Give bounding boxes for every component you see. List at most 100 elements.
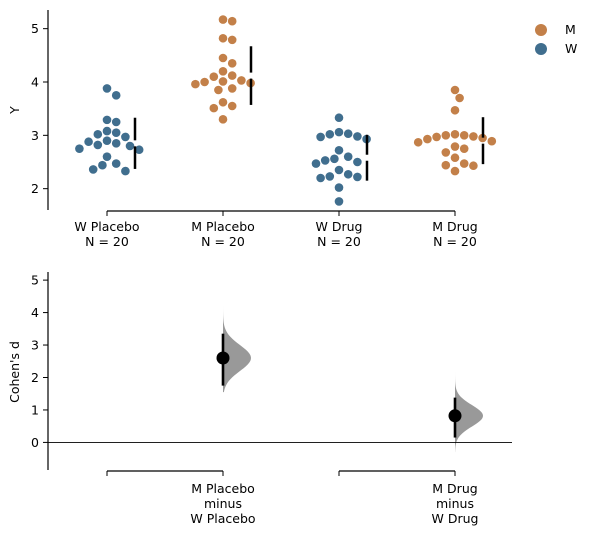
swarm-point <box>450 129 460 139</box>
swarm-point <box>98 160 107 170</box>
swarm-point <box>450 142 460 151</box>
swarm-point <box>218 15 228 24</box>
legend-marker-w <box>535 43 547 55</box>
x-tick-label: M Drug <box>432 219 477 234</box>
comparison-label: M Placebo <box>191 481 255 496</box>
swarm-point <box>459 131 469 140</box>
bottom-y-axis-title: Cohen's d <box>7 341 22 403</box>
swarm-point <box>450 153 460 163</box>
swarm-point <box>343 152 353 161</box>
swarm-point <box>102 126 112 136</box>
swarm-point <box>227 71 237 80</box>
effect-size-point <box>216 351 230 365</box>
swarm-point <box>111 91 121 100</box>
swarm-point <box>218 53 228 63</box>
x-tick-label: N = 20 <box>317 234 361 249</box>
effect-markers <box>216 333 462 438</box>
swarm-point <box>111 128 121 137</box>
swarm-point <box>413 137 423 147</box>
legend: M W <box>535 22 577 56</box>
swarm-point <box>214 85 223 95</box>
swarm-point <box>209 103 219 113</box>
swarm-point <box>334 113 344 123</box>
swarm-point <box>330 154 339 164</box>
swarm-point <box>93 129 103 139</box>
swarm-point <box>450 166 460 176</box>
top-y-axis-title: Y <box>7 106 22 115</box>
swarm-point <box>316 173 325 183</box>
comparison-label: minus <box>436 496 474 511</box>
swarm-point <box>459 144 469 153</box>
swarm-point <box>325 129 335 139</box>
swarm-point <box>218 67 228 76</box>
swarm-point <box>102 84 112 93</box>
swarm-point <box>75 144 84 153</box>
swarm-point <box>343 129 353 139</box>
swarm-point <box>218 97 228 107</box>
y-tick-label: 5 <box>31 273 39 288</box>
swarm-point <box>111 117 121 127</box>
swarm-point <box>102 152 112 161</box>
swarm-point <box>334 165 344 175</box>
y-tick-label: 5 <box>31 21 39 36</box>
swarm-point <box>134 145 144 155</box>
legend-label-m: M <box>565 22 576 37</box>
bootstrap-distribution <box>223 281 251 393</box>
swarm-point <box>227 35 237 45</box>
swarm-point <box>121 132 130 142</box>
summary-bars <box>133 46 485 181</box>
swarm-point <box>218 115 228 124</box>
swarm-point <box>334 197 344 206</box>
swarm-points <box>75 15 497 206</box>
swarm-point <box>441 131 451 140</box>
y-tick-label: 0 <box>31 435 39 450</box>
swarm-point <box>209 72 219 81</box>
swarm-point <box>450 85 460 95</box>
swarm-point <box>218 77 228 86</box>
y-tick-label: 2 <box>31 181 39 196</box>
comparison-label: M Drug <box>432 481 477 496</box>
swarm-point <box>102 136 112 145</box>
x-tick-label: N = 20 <box>433 234 477 249</box>
swarm-point <box>353 157 362 167</box>
swarm-point <box>450 105 460 115</box>
swarm-point <box>459 159 469 168</box>
swarm-point <box>111 139 121 148</box>
swarm-point <box>111 159 121 168</box>
swarm-point <box>334 127 344 137</box>
swarm-point <box>334 183 344 192</box>
swarm-point <box>320 156 330 165</box>
bootstrap-distributions <box>223 281 483 453</box>
swarm-point <box>88 165 98 174</box>
y-tick-label: 4 <box>31 75 39 90</box>
swarm-point <box>121 166 130 176</box>
swarm-point <box>125 141 135 151</box>
bootstrap-distribution <box>455 371 483 453</box>
swarm-point <box>200 77 209 87</box>
swarm-point <box>191 79 200 89</box>
swarm-point <box>343 169 353 179</box>
swarm-point <box>455 93 464 103</box>
x-tick-label: W Drug <box>316 219 363 234</box>
legend-marker-m <box>535 24 547 36</box>
y-tick-label: 4 <box>31 305 39 320</box>
swarm-point <box>237 76 246 85</box>
swarm-point <box>334 145 344 155</box>
swarm-point <box>227 16 237 26</box>
swarm-point <box>353 132 362 141</box>
swarm-point <box>353 172 362 182</box>
comparison-label: W Drug <box>432 511 479 526</box>
swarm-point <box>93 140 103 150</box>
swarm-point <box>227 84 237 93</box>
swarm-point <box>487 136 497 146</box>
swarm-point <box>218 33 228 43</box>
x-tick-label: W Placebo <box>74 219 139 234</box>
effect-size-point <box>448 409 462 423</box>
swarm-point <box>441 160 451 170</box>
x-tick-label: N = 20 <box>85 234 129 249</box>
bottom-y-ticks: 0 1 2 3 4 5 <box>31 273 48 450</box>
